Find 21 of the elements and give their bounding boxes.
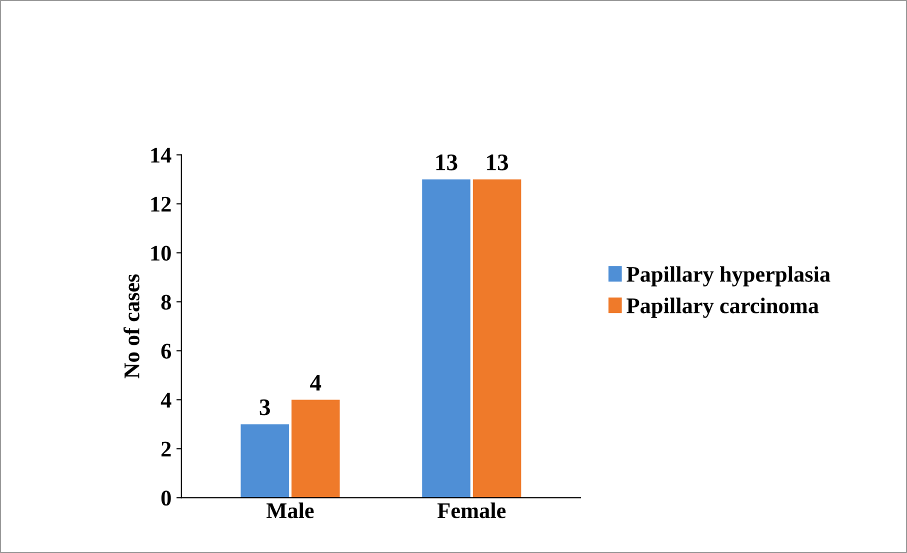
bar — [472, 179, 522, 498]
y-tick-label: 2 — [162, 442, 171, 456]
x-tick-label: Male — [266, 502, 314, 518]
bar — [292, 400, 340, 498]
data-label: 13 — [436, 154, 458, 170]
y-tick-label: 14 — [151, 148, 172, 163]
y-tick-label: 8 — [161, 294, 171, 310]
data-label: 4 — [310, 375, 322, 391]
y-tick-label: 6 — [161, 344, 172, 359]
y-tick-label: 10 — [151, 246, 171, 261]
y-tick-label: 0 — [161, 490, 171, 506]
y-tick-label: 4 — [160, 392, 172, 408]
bar — [240, 424, 289, 498]
legend-label: Papillary carcinoma — [626, 298, 819, 318]
data-label: 13 — [487, 154, 508, 170]
data-label: 3 — [260, 399, 270, 416]
x-tick-label: Female — [437, 502, 506, 518]
y-axis-title: No of cases — [124, 274, 140, 378]
bar — [422, 179, 470, 498]
legend-label: Papillary hyperplasia — [626, 266, 830, 286]
y-tick-label: 12 — [151, 196, 171, 212]
